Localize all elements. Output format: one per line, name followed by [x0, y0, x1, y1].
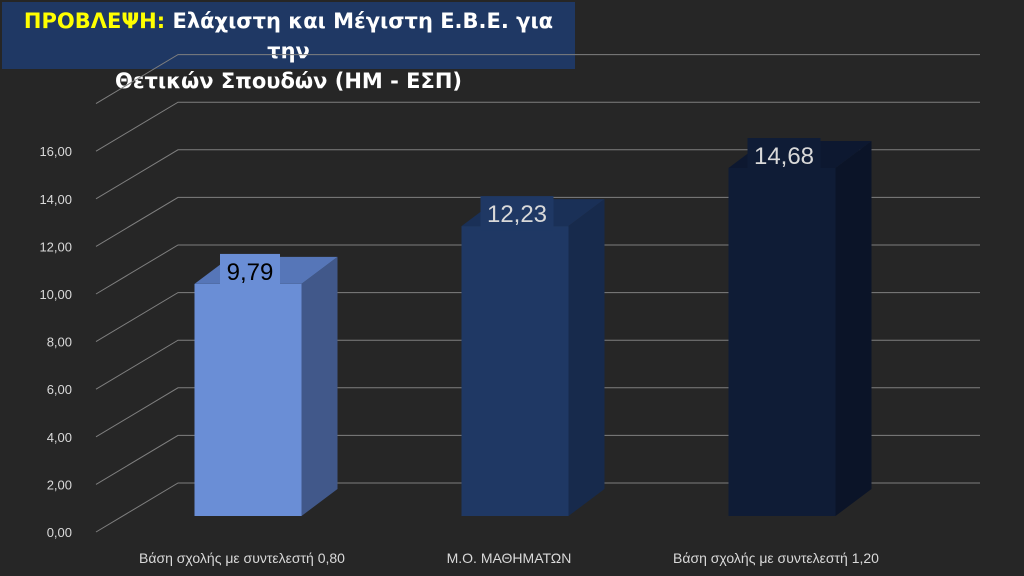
gridline: [95, 101, 980, 152]
y-tick-label: 16,00: [39, 144, 72, 159]
gridline: [95, 482, 980, 533]
gridline: [95, 387, 980, 438]
y-tick-label: 12,00: [39, 239, 72, 254]
bar-front: [461, 226, 569, 516]
gridline: [95, 149, 980, 200]
y-tick-label: 0,00: [47, 525, 72, 540]
bars: [194, 141, 872, 516]
bar-front: [194, 283, 302, 516]
y-tick-label: 10,00: [39, 287, 72, 302]
x-category-label: Βάση σχολής με συντελεστή 0,80: [139, 550, 345, 566]
gridline: [95, 339, 980, 390]
bar-front: [728, 168, 836, 516]
y-axis-ticks: 0,00 2,00 4,00 6,00 8,00 10,00 12,00 14,00 16,00: [39, 144, 72, 540]
gridline: [95, 244, 980, 295]
gridline: [95, 196, 980, 247]
y-tick-label: 8,00: [47, 335, 72, 350]
bar-side: [835, 141, 872, 516]
data-label: 14,68: [754, 143, 814, 170]
bar-side: [301, 256, 338, 516]
chart-title: ΠΡΟΒΛΕΨΗ: Ελάχιστη και Μέγιστη Ε.Β.Ε. γι…: [2, 2, 575, 93]
y-tick-label: 2,00: [47, 477, 72, 492]
grid-lines: [95, 54, 980, 533]
y-tick-label: 14,00: [39, 192, 72, 207]
gridline: [95, 434, 980, 485]
title-prefix: ΠΡΟΒΛΕΨΗ:: [23, 9, 166, 33]
title-line-2: Θετικών Σπουδών (ΗΜ - ΕΣΠ): [114, 69, 463, 93]
x-category-label: Μ.Ο. ΜΑΘΗΜΑΤΩΝ: [447, 550, 572, 566]
x-category-label: Βάση σχολής με συντελεστή 1,20: [673, 550, 879, 566]
gridline: [95, 292, 980, 343]
data-labels: 9,79 12,23 14,68: [220, 138, 821, 288]
data-label-box: [747, 138, 821, 172]
y-tick-label: 4,00: [47, 430, 72, 445]
y-tick-label: 6,00: [47, 382, 72, 397]
gridline: [95, 54, 980, 105]
bar-side: [568, 199, 605, 516]
data-label-box: [480, 196, 554, 231]
title-line-1: ΠΡΟΒΛΕΨΗ: Ελάχιστη και Μέγιστη Ε.Β.Ε. γι…: [2, 6, 575, 66]
x-axis-categories: Βάση σχολής με συντελεστή 0,80 Μ.Ο. ΜΑΘΗΜ…: [139, 550, 879, 566]
data-label: 9,79: [227, 259, 274, 286]
data-label: 12,23: [487, 201, 547, 228]
data-label-box: [220, 253, 280, 288]
title-line-1-text: Ελάχιστη και Μέγιστη Ε.Β.Ε. για την: [172, 9, 554, 63]
